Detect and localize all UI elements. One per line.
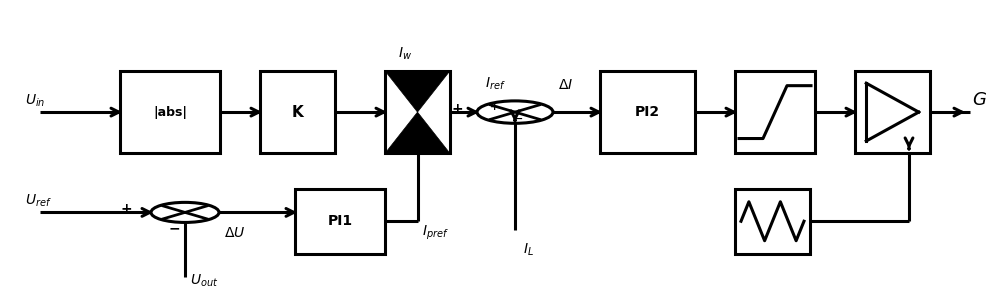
Text: +: + — [451, 102, 463, 116]
Bar — [735, 189, 810, 254]
Text: $G$: $G$ — [972, 91, 987, 109]
Polygon shape — [385, 71, 450, 112]
Bar — [735, 71, 815, 153]
Bar — [600, 71, 695, 153]
Text: $U_{out}$: $U_{out}$ — [190, 273, 218, 289]
Text: $\Delta I$: $\Delta I$ — [558, 78, 573, 92]
Text: −: − — [169, 221, 181, 235]
Bar — [295, 189, 385, 254]
Text: PI1: PI1 — [327, 214, 353, 228]
Text: PI2: PI2 — [635, 105, 660, 119]
Text: K: K — [292, 105, 303, 119]
Bar — [855, 71, 930, 153]
Text: $I_{ref}$: $I_{ref}$ — [485, 76, 505, 92]
Text: $I_L$: $I_L$ — [523, 242, 534, 258]
Bar — [120, 71, 220, 153]
Bar — [385, 71, 450, 153]
Text: $\Delta U$: $\Delta U$ — [224, 226, 245, 240]
Text: +: + — [489, 102, 499, 112]
Text: $I_{pref}$: $I_{pref}$ — [422, 224, 449, 242]
Text: $U_{in}$: $U_{in}$ — [25, 93, 45, 109]
Text: −: − — [514, 114, 523, 124]
Text: $U_{ref}$: $U_{ref}$ — [25, 193, 52, 209]
Text: +: + — [120, 202, 132, 217]
Polygon shape — [385, 112, 450, 153]
Bar — [260, 71, 335, 153]
Text: $I_w$: $I_w$ — [398, 45, 413, 62]
Text: |abs|: |abs| — [153, 106, 187, 119]
